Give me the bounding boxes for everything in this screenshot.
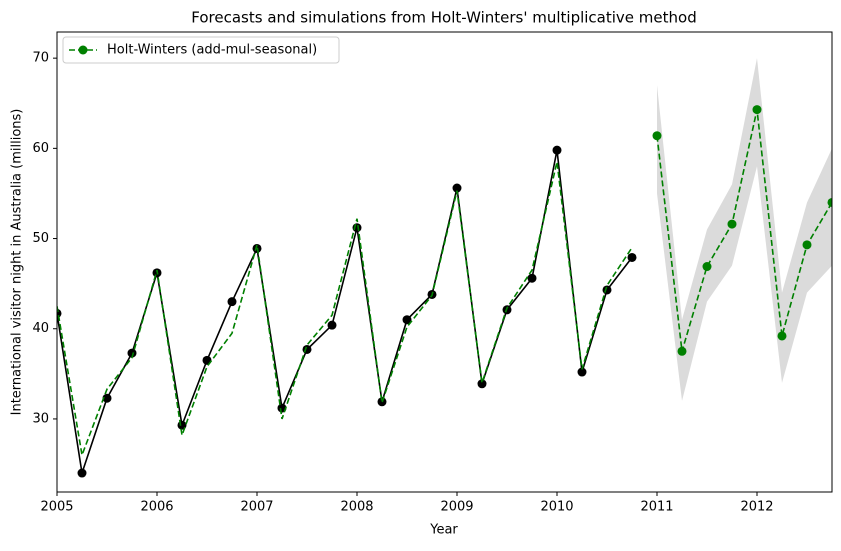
point bbox=[102, 393, 112, 403]
y-tick-label: 60 bbox=[32, 141, 49, 156]
x-tick-label: 2007 bbox=[240, 500, 273, 515]
point bbox=[702, 262, 712, 272]
x-tick-label: 2010 bbox=[540, 500, 573, 515]
point bbox=[752, 105, 762, 115]
point bbox=[827, 197, 832, 207]
plot-area bbox=[57, 58, 832, 478]
point bbox=[627, 252, 637, 262]
legend-marker bbox=[78, 45, 88, 55]
plot-frame bbox=[56, 31, 833, 493]
point bbox=[227, 297, 237, 307]
point bbox=[77, 468, 87, 478]
x-tick-label: 2008 bbox=[340, 500, 373, 515]
series-line bbox=[656, 109, 832, 352]
series-line bbox=[57, 150, 633, 474]
x-tick-label: 2012 bbox=[740, 500, 773, 515]
point bbox=[327, 320, 337, 330]
y-tick-label: 40 bbox=[32, 321, 49, 336]
point bbox=[477, 379, 487, 389]
chart-title: Forecasts and simulations from Holt-Wint… bbox=[191, 9, 696, 27]
y-tick-label: 30 bbox=[32, 411, 49, 426]
point bbox=[802, 240, 812, 250]
y-tick-label: 50 bbox=[32, 231, 49, 246]
point bbox=[677, 346, 687, 356]
x-tick-label: 2009 bbox=[440, 500, 473, 515]
point bbox=[727, 219, 737, 229]
point bbox=[777, 331, 787, 341]
point bbox=[302, 344, 312, 354]
point bbox=[127, 348, 137, 358]
x-tick-label: 2011 bbox=[640, 500, 673, 515]
x-axis-label: Year bbox=[429, 523, 458, 538]
point bbox=[452, 183, 462, 193]
point bbox=[577, 367, 587, 377]
point bbox=[652, 131, 662, 141]
legend-box bbox=[62, 36, 340, 64]
series-line bbox=[57, 161, 633, 459]
x-tick-label: 2006 bbox=[140, 500, 173, 515]
y-tick-label: 70 bbox=[32, 51, 49, 66]
point bbox=[402, 315, 412, 325]
y-axis-label: International visitor night in Australia… bbox=[10, 109, 25, 416]
point bbox=[552, 145, 562, 155]
point bbox=[602, 285, 612, 295]
legend-label: Holt-Winters (add-mul-seasonal) bbox=[107, 43, 317, 58]
point bbox=[527, 273, 537, 283]
x-tick-label: 2005 bbox=[40, 500, 73, 515]
